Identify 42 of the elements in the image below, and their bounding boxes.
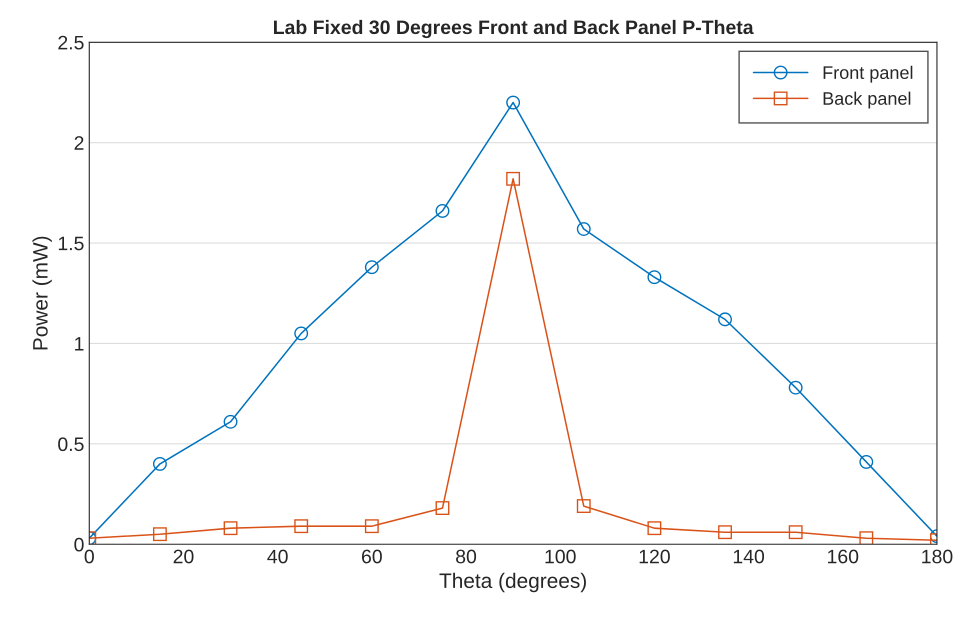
point [859,454,874,469]
x-tick-label: 180 [922,550,952,564]
chart-title: Lab Fixed 30 Degrees Front and Back Panel P-Theta [274,20,754,38]
x-tick-label: 120 [640,550,670,564]
x-tick-label: 40 [267,550,288,564]
point [294,519,308,534]
y-tick-label: 2.5 [58,36,84,50]
legend-label: Back panel [824,92,910,108]
y-axis-title: Power (mW) [32,236,52,350]
point [718,312,732,326]
x-axis-title: Theta (degrees) [439,572,586,592]
x-tick-label: 0 [84,550,94,564]
point [436,501,450,516]
point [788,380,803,395]
point [224,521,238,536]
y-tick-label: 1.5 [58,236,84,250]
x-tick-label: 140 [734,550,764,564]
point [224,414,238,429]
point [436,204,450,218]
point [364,519,379,534]
point [152,527,167,542]
x-tick-label: 20 [174,550,194,564]
x-tick-label: 80 [456,550,476,564]
y-tick-label: 0.5 [58,437,84,452]
point [506,96,520,110]
legend-label: Front panel [824,66,912,83]
y-tick-label: 0 [74,538,84,552]
point [718,525,732,540]
x-tick-label: 160 [828,550,858,564]
x-tick-label: 60 [362,550,382,564]
point [647,521,662,536]
point [152,456,167,471]
point [364,260,379,274]
point [576,499,591,514]
point [576,222,591,236]
point [647,270,662,284]
point [788,525,803,540]
x-tick-label: 100 [545,550,576,564]
y-tick-label: 1 [75,337,84,351]
y-tick-label: 2 [74,136,84,150]
point [294,326,308,340]
point [506,172,520,186]
